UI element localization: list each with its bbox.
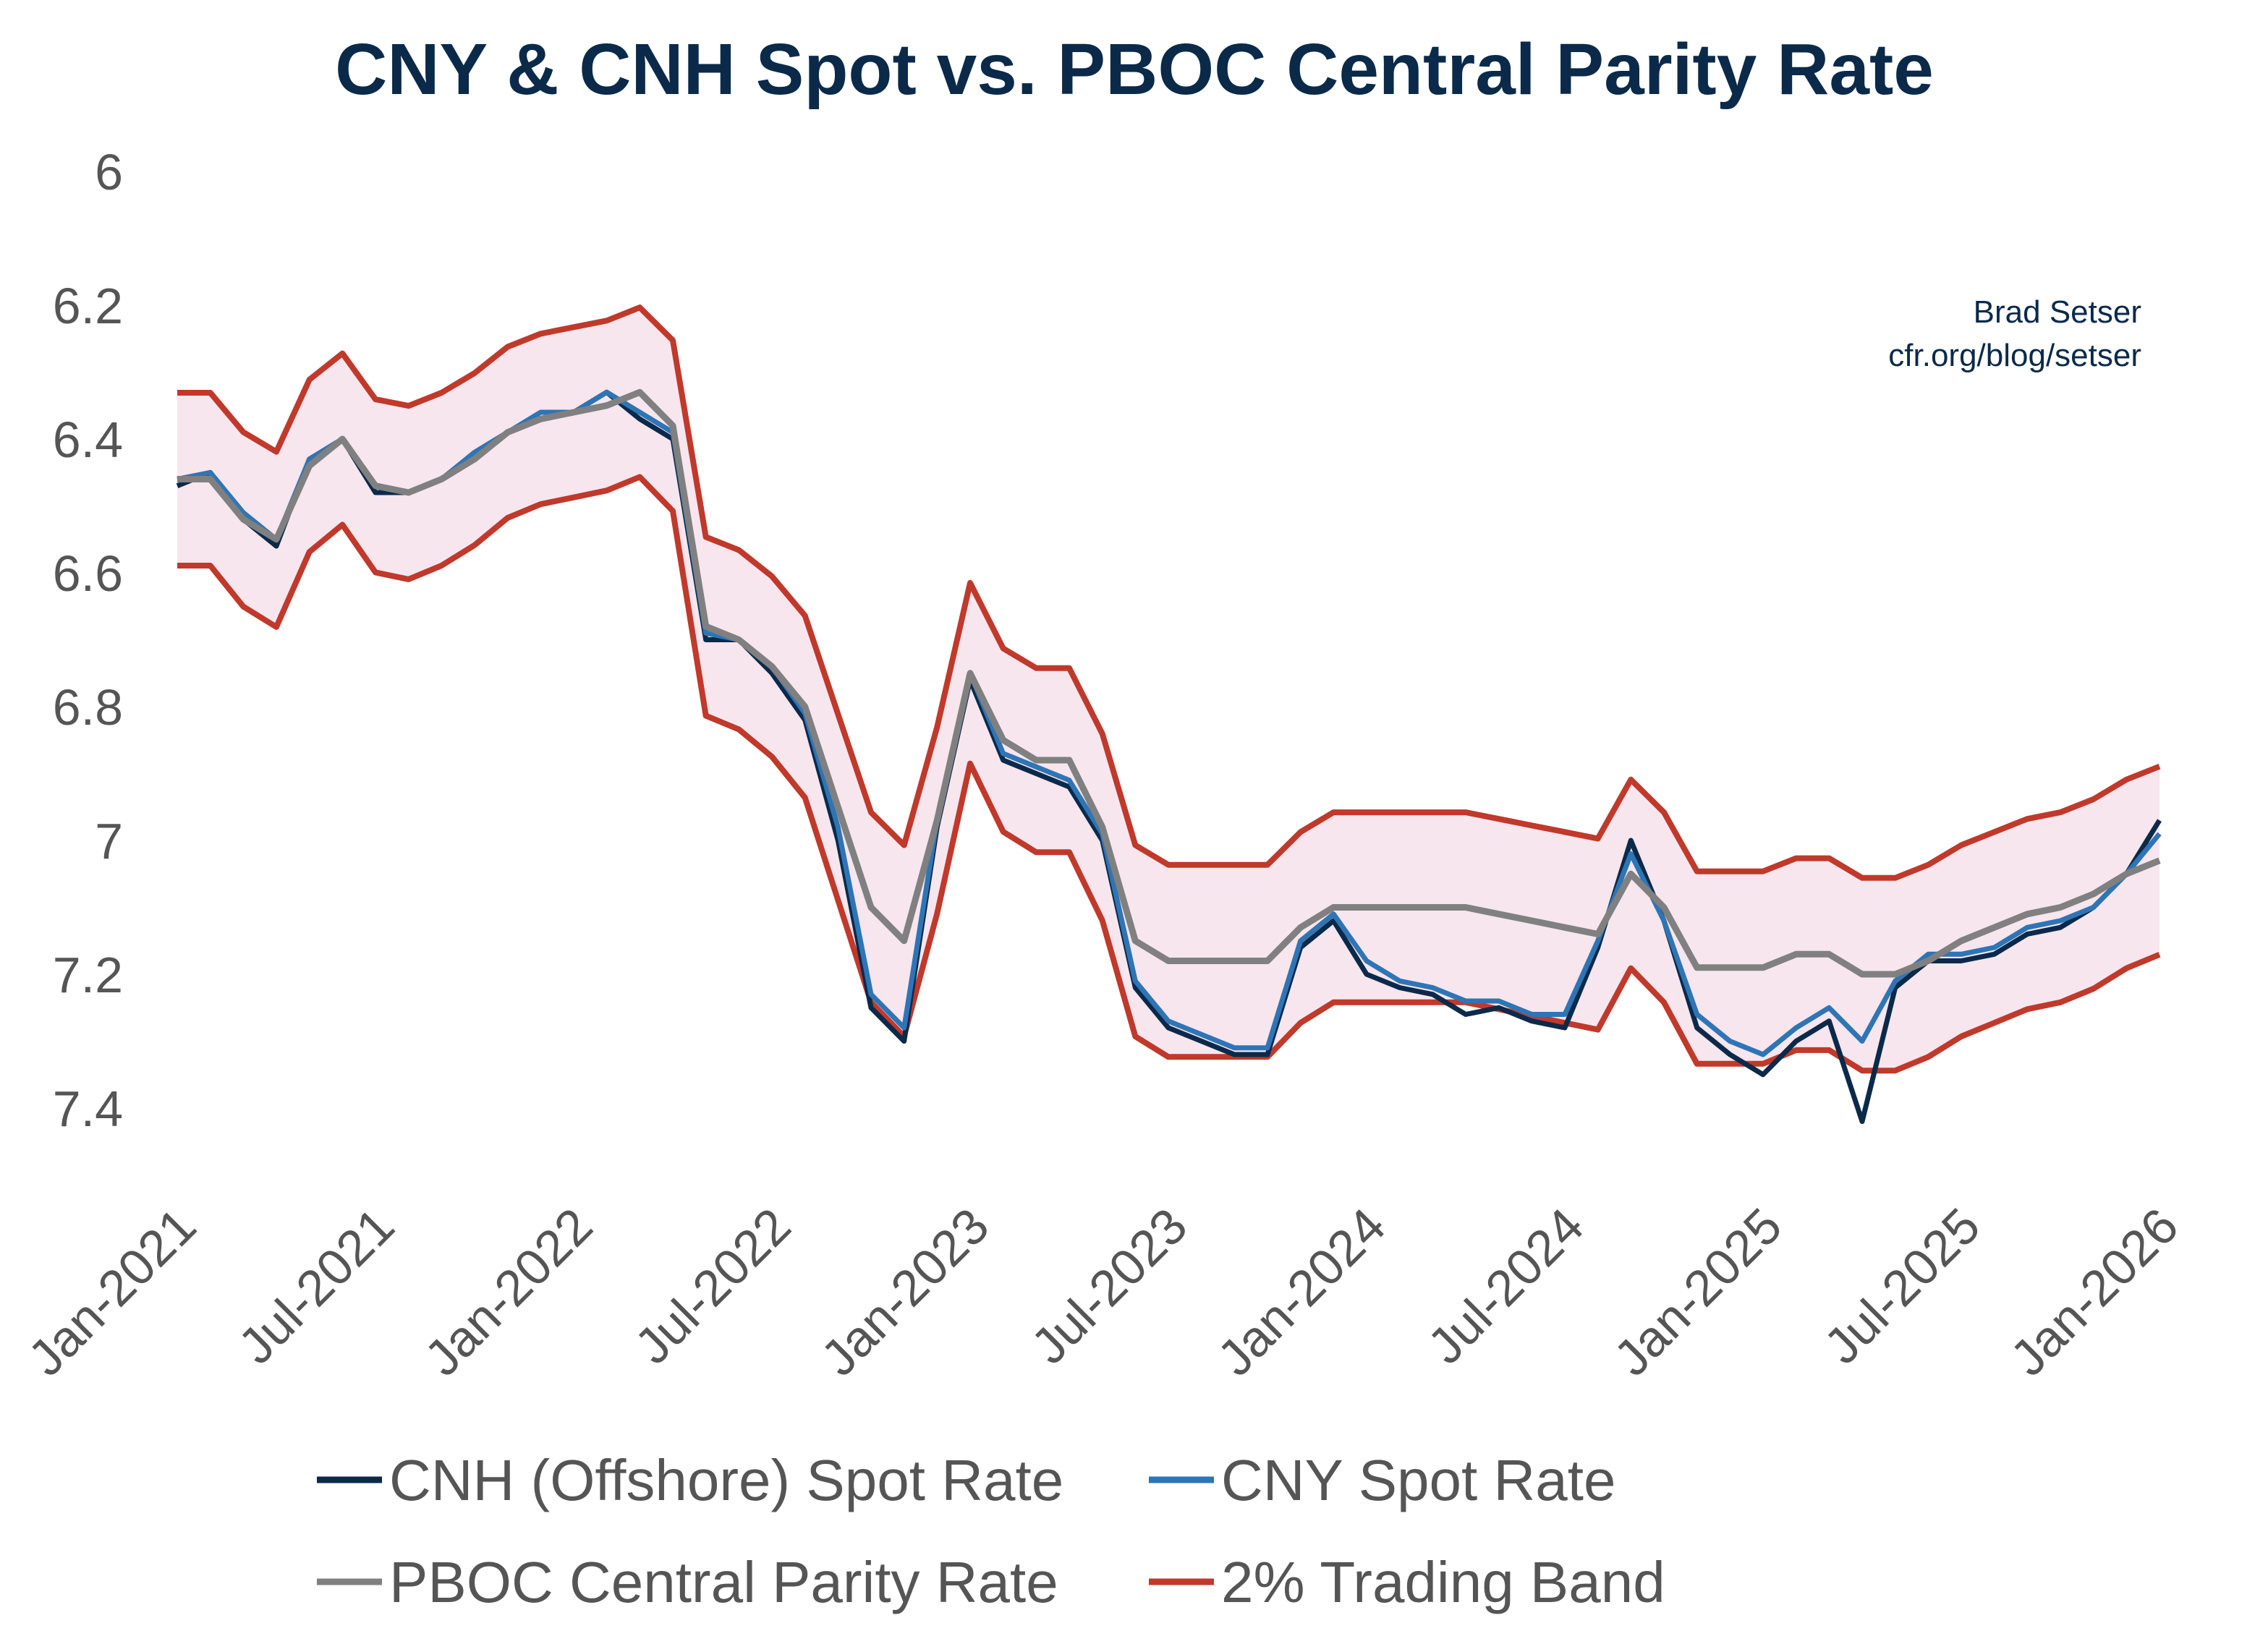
legend: CNH (Offshore) Spot Rate CNY Spot Rate PBO… <box>317 1448 1665 1614</box>
x-tick-label: Jan-2022 <box>414 1197 603 1387</box>
attribution-url: cfr.org/blog/setser <box>1888 338 2141 373</box>
legend-label: 2% Trading Band <box>1221 1550 1665 1614</box>
x-tick-label: Jul-2022 <box>624 1197 802 1374</box>
y-tick-label: 6.6 <box>53 545 123 602</box>
attribution-author: Brad Setser <box>1974 294 2141 330</box>
trading-band-upper-line <box>177 304 2161 881</box>
y-tick-label: 7.2 <box>53 947 123 1003</box>
x-tick-label: Jan-2024 <box>1207 1197 1396 1387</box>
x-tick-label: Jul-2024 <box>1417 1197 1594 1374</box>
plot-area <box>176 304 2162 1124</box>
x-tick-label: Jan-2023 <box>810 1197 1000 1387</box>
x-tick-label: Jan-2026 <box>2000 1197 2189 1387</box>
x-axis: Jan-2021 Jul-2021 Jan-2022 Jul-2022 Jan-2023… <box>17 1197 2189 1387</box>
y-tick-label: 6.8 <box>53 679 123 736</box>
series-line-pboc <box>177 388 2161 978</box>
y-tick-label: 7 <box>95 813 123 869</box>
y-tick-label: 6.2 <box>53 278 123 334</box>
chart-title: CNY & CNH Spot vs. PBOC Central Parity R… <box>335 29 1934 110</box>
y-tick-label: 6 <box>95 144 123 200</box>
x-tick-label: Jan-2025 <box>1603 1197 1793 1387</box>
y-axis: 6 6.2 6.4 6.6 6.8 7 7.2 7.4 <box>53 144 123 1137</box>
legend-label: CNY Spot Rate <box>1221 1448 1615 1512</box>
trading-band-fill <box>177 307 2159 1071</box>
x-tick-label: Jul-2021 <box>228 1197 405 1374</box>
x-tick-label: Jul-2023 <box>1021 1197 1198 1374</box>
legend-label: PBOC Central Parity Rate <box>389 1550 1058 1614</box>
x-tick-label: Jul-2025 <box>1814 1197 1991 1374</box>
trading-band-lower-line <box>177 474 2161 1074</box>
legend-label: CNH (Offshore) Spot Rate <box>389 1448 1063 1512</box>
x-tick-label: Jan-2021 <box>17 1197 207 1387</box>
y-tick-label: 7.4 <box>53 1081 123 1137</box>
y-tick-label: 6.4 <box>53 412 123 468</box>
